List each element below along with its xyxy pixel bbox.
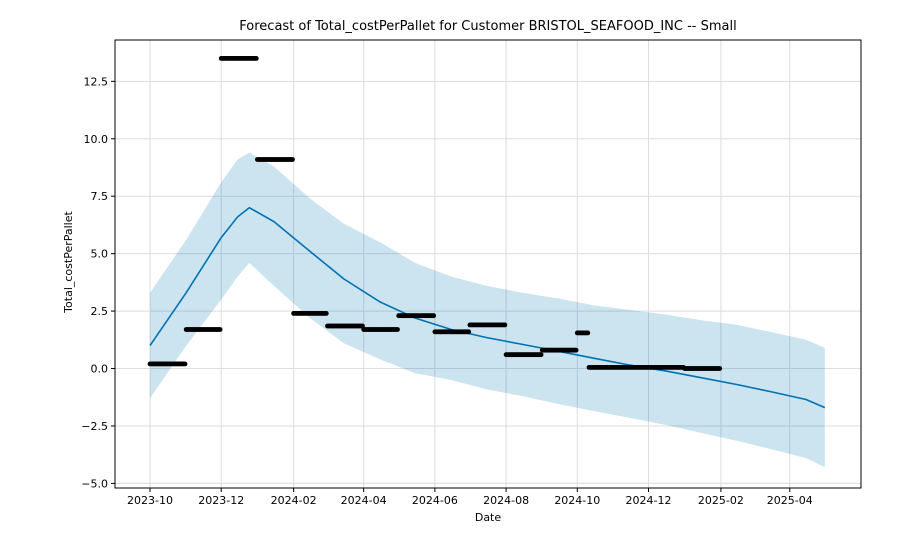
observed-point bbox=[431, 313, 437, 319]
y-tick-label: 10.0 bbox=[84, 133, 109, 146]
y-tick-label: 0.0 bbox=[91, 363, 109, 376]
observed-point bbox=[717, 366, 723, 371]
y-tick-label: 5.0 bbox=[91, 248, 109, 261]
x-axis-label: Date bbox=[475, 511, 502, 524]
grid bbox=[115, 40, 861, 488]
observed-point bbox=[466, 329, 472, 335]
x-tick-label: 2024-02 bbox=[271, 494, 317, 507]
x-tick-label: 2024-08 bbox=[483, 494, 529, 507]
x-tick-label: 2025-04 bbox=[767, 494, 813, 507]
y-tick-label: −2.5 bbox=[81, 420, 108, 433]
observed-point bbox=[395, 327, 400, 332]
observed-point bbox=[538, 352, 544, 358]
x-tick-label: 2025-02 bbox=[698, 494, 744, 507]
observed-point bbox=[217, 327, 223, 332]
observed-point bbox=[290, 157, 295, 162]
x-tick-label: 2024-04 bbox=[341, 494, 387, 507]
observed-point bbox=[502, 322, 508, 328]
observed-point bbox=[585, 330, 591, 336]
observed-point bbox=[573, 347, 579, 353]
x-tick-label: 2023-12 bbox=[198, 494, 244, 507]
x-tick-label: 2024-10 bbox=[554, 494, 600, 507]
uncertainty-band bbox=[150, 152, 825, 468]
x-axis-ticks: 2023-10 2023-12 2024-02 2024-04 2024-06 2024-… bbox=[127, 488, 813, 507]
observed-point bbox=[253, 56, 259, 61]
plot-frame bbox=[114, 39, 862, 489]
y-axis-ticks: −5.0 −2.5 0.0 2.5 5.0 7.5 10.0 12.5 bbox=[81, 75, 115, 490]
y-tick-label: 2.5 bbox=[91, 305, 109, 318]
observed-point bbox=[323, 311, 329, 316]
y-axis-label: Total_costPerPallet bbox=[62, 211, 75, 314]
x-tick-label: 2024-06 bbox=[412, 494, 458, 507]
chart-title: Forecast of Total_costPerPallet for Cust… bbox=[239, 19, 736, 34]
observed-point bbox=[182, 361, 188, 367]
y-tick-label: −5.0 bbox=[81, 477, 108, 490]
y-tick-label: 12.5 bbox=[84, 75, 109, 88]
x-tick-label: 2024-12 bbox=[626, 494, 672, 507]
uncertainty-interval-area bbox=[150, 152, 825, 468]
y-tick-label: 7.5 bbox=[91, 190, 109, 203]
observed-points bbox=[147, 56, 723, 371]
x-tick-label: 2023-10 bbox=[127, 494, 173, 507]
